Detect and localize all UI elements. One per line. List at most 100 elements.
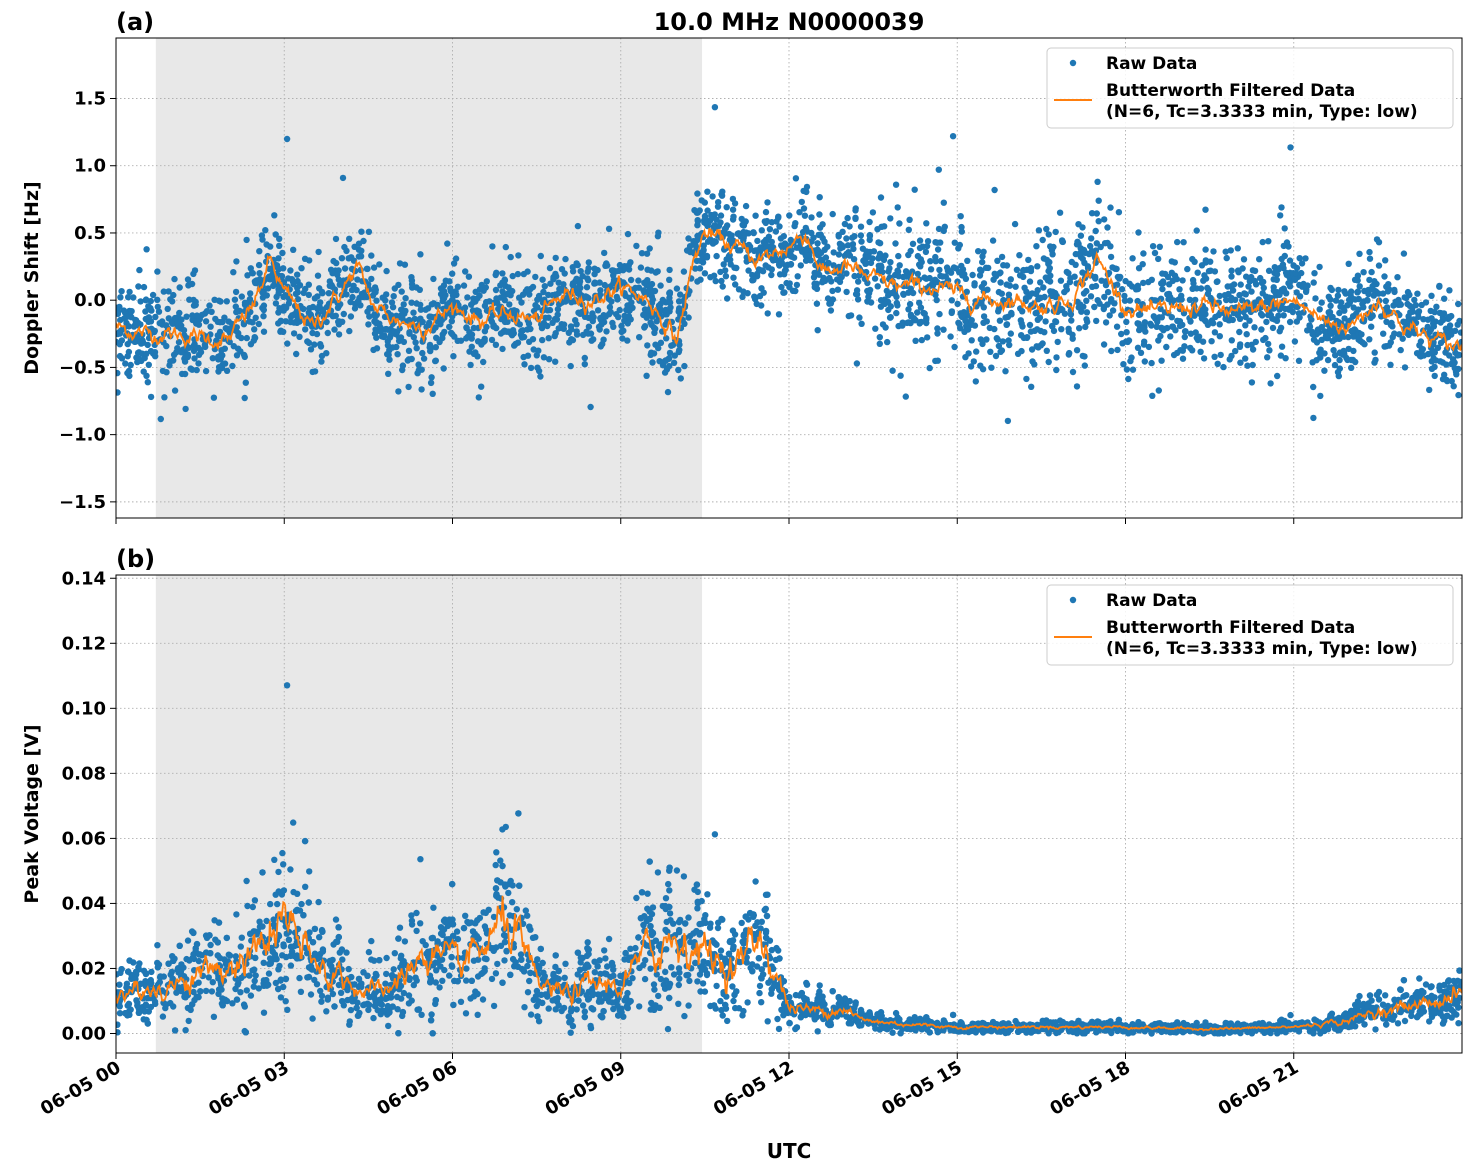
- raw-data-point: [819, 221, 826, 228]
- raw-data-point: [1241, 290, 1248, 297]
- raw-data-point: [290, 330, 298, 337]
- raw-data-point: [997, 348, 1004, 355]
- raw-data-point: [815, 231, 822, 239]
- raw-data-point: [408, 299, 415, 306]
- raw-data-point: [676, 341, 683, 348]
- raw-data-point: [698, 197, 705, 204]
- raw-data-point: [203, 308, 211, 315]
- raw-data-point: [241, 299, 249, 306]
- raw-data-point: [576, 278, 584, 285]
- raw-data-point: [778, 283, 785, 291]
- raw-data-point: [1140, 341, 1148, 348]
- raw-data-point: [1093, 210, 1101, 217]
- raw-data-point: [597, 287, 604, 294]
- raw-data-point: [772, 228, 780, 235]
- raw-data-point: [348, 286, 356, 294]
- raw-data-point: [623, 306, 630, 314]
- raw-data-point: [1214, 360, 1221, 367]
- raw-data-point: [1412, 302, 1420, 309]
- raw-data-point: [1387, 339, 1395, 346]
- raw-data-point: [122, 360, 129, 367]
- raw-data-point: [125, 323, 133, 330]
- raw-data-point: [1047, 243, 1054, 250]
- raw-data-point: [594, 307, 602, 314]
- raw-data-point: [1321, 328, 1328, 335]
- raw-data-point: [262, 227, 269, 234]
- raw-data-point: [869, 209, 877, 216]
- raw-data-point: [540, 354, 548, 361]
- raw-data-point: [1083, 287, 1090, 295]
- raw-data-point: [730, 997, 737, 1005]
- raw-data-point: [1047, 288, 1054, 295]
- raw-data-point: [663, 335, 670, 342]
- raw-data-point: [582, 293, 589, 300]
- raw-data-point: [666, 290, 673, 297]
- raw-data-point: [912, 316, 919, 324]
- raw-data-point: [1228, 337, 1236, 344]
- raw-data-point: [195, 957, 203, 965]
- raw-data-point: [906, 300, 914, 308]
- raw-data-point: [446, 278, 453, 285]
- raw-data-point: [1186, 296, 1194, 303]
- raw-data-point: [276, 242, 283, 249]
- raw-data-point: [1073, 383, 1081, 390]
- raw-data-point: [983, 336, 990, 343]
- raw-data-point: [871, 275, 879, 282]
- raw-data-point: [1332, 297, 1340, 304]
- raw-data-point: [1271, 264, 1279, 271]
- raw-data-point: [251, 278, 259, 285]
- raw-data-point: [1026, 278, 1034, 285]
- raw-data-point: [1213, 278, 1221, 286]
- raw-data-point: [1109, 264, 1116, 271]
- raw-data-point: [1242, 322, 1249, 329]
- raw-data-point: [1079, 352, 1087, 360]
- raw-data-point: [984, 286, 991, 293]
- raw-data-point: [1106, 312, 1113, 319]
- raw-data-point: [663, 918, 670, 926]
- raw-data-point: [1181, 333, 1189, 341]
- raw-data-point: [410, 334, 417, 341]
- raw-data-point: [1092, 282, 1100, 290]
- raw-data-point: [1096, 300, 1103, 307]
- raw-data-point: [116, 304, 120, 311]
- raw-data-point: [116, 1010, 124, 1017]
- raw-data-point: [545, 335, 552, 342]
- raw-data-point: [1087, 293, 1095, 300]
- raw-data-point: [499, 345, 506, 353]
- raw-data-point: [309, 368, 316, 376]
- raw-data-point: [307, 991, 315, 998]
- raw-data-point: [979, 253, 986, 260]
- raw-data-point: [867, 299, 875, 306]
- raw-data-point: [1237, 281, 1244, 288]
- raw-data-point: [724, 295, 731, 302]
- raw-data-point: [718, 191, 725, 198]
- raw-data-point: [997, 269, 1004, 276]
- raw-data-point: [956, 320, 963, 328]
- raw-data-point: [1282, 269, 1290, 276]
- raw-data-point: [117, 294, 124, 301]
- raw-data-point: [1237, 359, 1244, 366]
- raw-data-point: [246, 972, 253, 979]
- raw-data-point: [1041, 329, 1048, 336]
- raw-data-point: [463, 324, 470, 331]
- raw-data-point: [753, 247, 761, 254]
- raw-data-point: [313, 330, 321, 338]
- raw-data-point: [561, 974, 568, 981]
- raw-data-point: [676, 346, 683, 354]
- raw-data-point: [905, 226, 912, 233]
- raw-data-point: [250, 337, 257, 344]
- raw-data-point: [903, 319, 911, 327]
- raw-data-point: [798, 198, 805, 206]
- raw-data-point: [1298, 269, 1305, 277]
- raw-data-point: [734, 230, 741, 237]
- raw-data-point: [1179, 525, 1185, 531]
- raw-data-point: [982, 264, 990, 271]
- raw-data-point: [1328, 286, 1336, 294]
- raw-data-point: [385, 1022, 392, 1030]
- raw-data-point: [887, 314, 894, 321]
- raw-data-point: [654, 233, 662, 240]
- raw-data-point: [169, 298, 176, 305]
- raw-data-point: [448, 318, 455, 325]
- raw-data-point: [1176, 286, 1183, 293]
- raw-data-point: [1088, 210, 1096, 217]
